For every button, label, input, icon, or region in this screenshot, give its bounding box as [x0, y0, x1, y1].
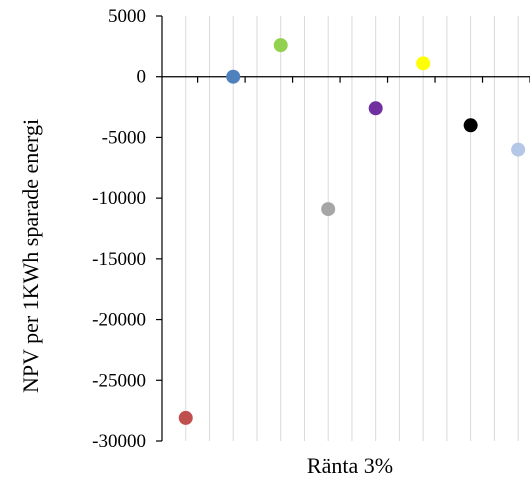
y-tick-label: -25000 — [92, 370, 146, 391]
y-tick-label: 0 — [137, 67, 147, 88]
x-axis-label: Ränta 3% — [307, 453, 393, 478]
y-tick-label: -20000 — [92, 310, 146, 331]
data-point — [511, 142, 526, 157]
data-point — [273, 38, 288, 53]
data-point — [321, 202, 336, 217]
data-points — [178, 38, 526, 425]
vertical-gridlines — [185, 16, 519, 441]
axes — [156, 15, 530, 442]
y-tick-label: -15000 — [92, 249, 146, 270]
y-tick-labels: 5000 0 -5000 -10000 -15000 -20000 -25000 -30000 — [92, 6, 146, 452]
y-tick-label: -10000 — [92, 188, 146, 209]
data-point — [368, 101, 383, 116]
y-tick-label: -30000 — [92, 431, 146, 452]
data-point — [178, 410, 193, 425]
data-point — [226, 69, 241, 84]
data-point — [416, 56, 431, 71]
data-point — [463, 118, 478, 133]
y-tick-label: 5000 — [108, 6, 146, 27]
y-axis-label: NPV per 1KWh sparade energi — [18, 119, 43, 393]
y-tick-label: -5000 — [102, 127, 146, 148]
